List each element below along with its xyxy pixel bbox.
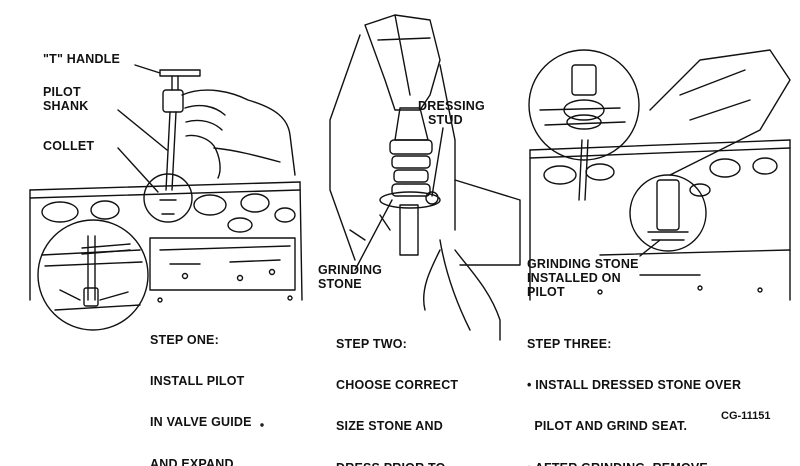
pilot-shank-label-line1: PILOT xyxy=(43,85,81,99)
installed-stone-label-line3: PILOT xyxy=(527,285,565,299)
step-one-caption-line: AND EXPAND xyxy=(150,456,234,466)
step-three-bullet-line: • AFTER GRINDING, REMOVE xyxy=(527,461,741,466)
dressing-stud-label-line2: STUD xyxy=(428,113,463,127)
step-two-caption-line: DRESS PRIOR TO xyxy=(336,461,458,466)
installed-stone-label-line2: INSTALLED ON xyxy=(527,271,621,285)
step-two-drawing xyxy=(329,14,521,341)
step-three-bullet-line: PILOT AND GRIND SEAT. xyxy=(527,419,688,434)
dressing-stud-label-line1: DRESSING xyxy=(418,99,485,113)
step-one-caption-line: INSTALL PILOT xyxy=(150,373,245,388)
step-three-caption: STEP THREE: • INSTALL DRESSED STONE OVER… xyxy=(527,310,741,466)
pilot-shank-label-line2: SHANK xyxy=(43,99,89,113)
step-one-caption-line: IN VALVE GUIDE xyxy=(150,415,252,430)
step-three-heading: STEP THREE: xyxy=(527,336,612,351)
step-one-caption: STEP ONE: INSTALL PILOT IN VALVE GUIDE A… xyxy=(150,306,252,466)
step-two-caption: STEP TWO: CHOOSE CORRECT SIZE STONE AND … xyxy=(336,310,458,466)
figure-code: CG-11151 xyxy=(721,410,771,422)
t-handle-label: "T" HANDLE xyxy=(43,52,121,66)
step-one-caption-line: STEP ONE: xyxy=(150,332,219,347)
step-three-drawing xyxy=(528,49,791,301)
grinding-stone-label-line1: GRINDING xyxy=(318,263,383,277)
step-two-caption-line: STEP TWO: xyxy=(336,336,408,351)
installed-stone-label-line1: GRINDING STONE xyxy=(527,257,639,271)
step-two-caption-line: CHOOSE CORRECT xyxy=(336,377,459,392)
step-one-drawing xyxy=(29,64,303,331)
step-two-caption-line: SIZE STONE AND xyxy=(336,419,443,434)
step-three-bullet-line: • INSTALL DRESSED STONE OVER xyxy=(527,377,742,392)
collet-label: COLLET xyxy=(43,139,95,153)
grinding-stone-label-line2: STONE xyxy=(318,277,362,291)
